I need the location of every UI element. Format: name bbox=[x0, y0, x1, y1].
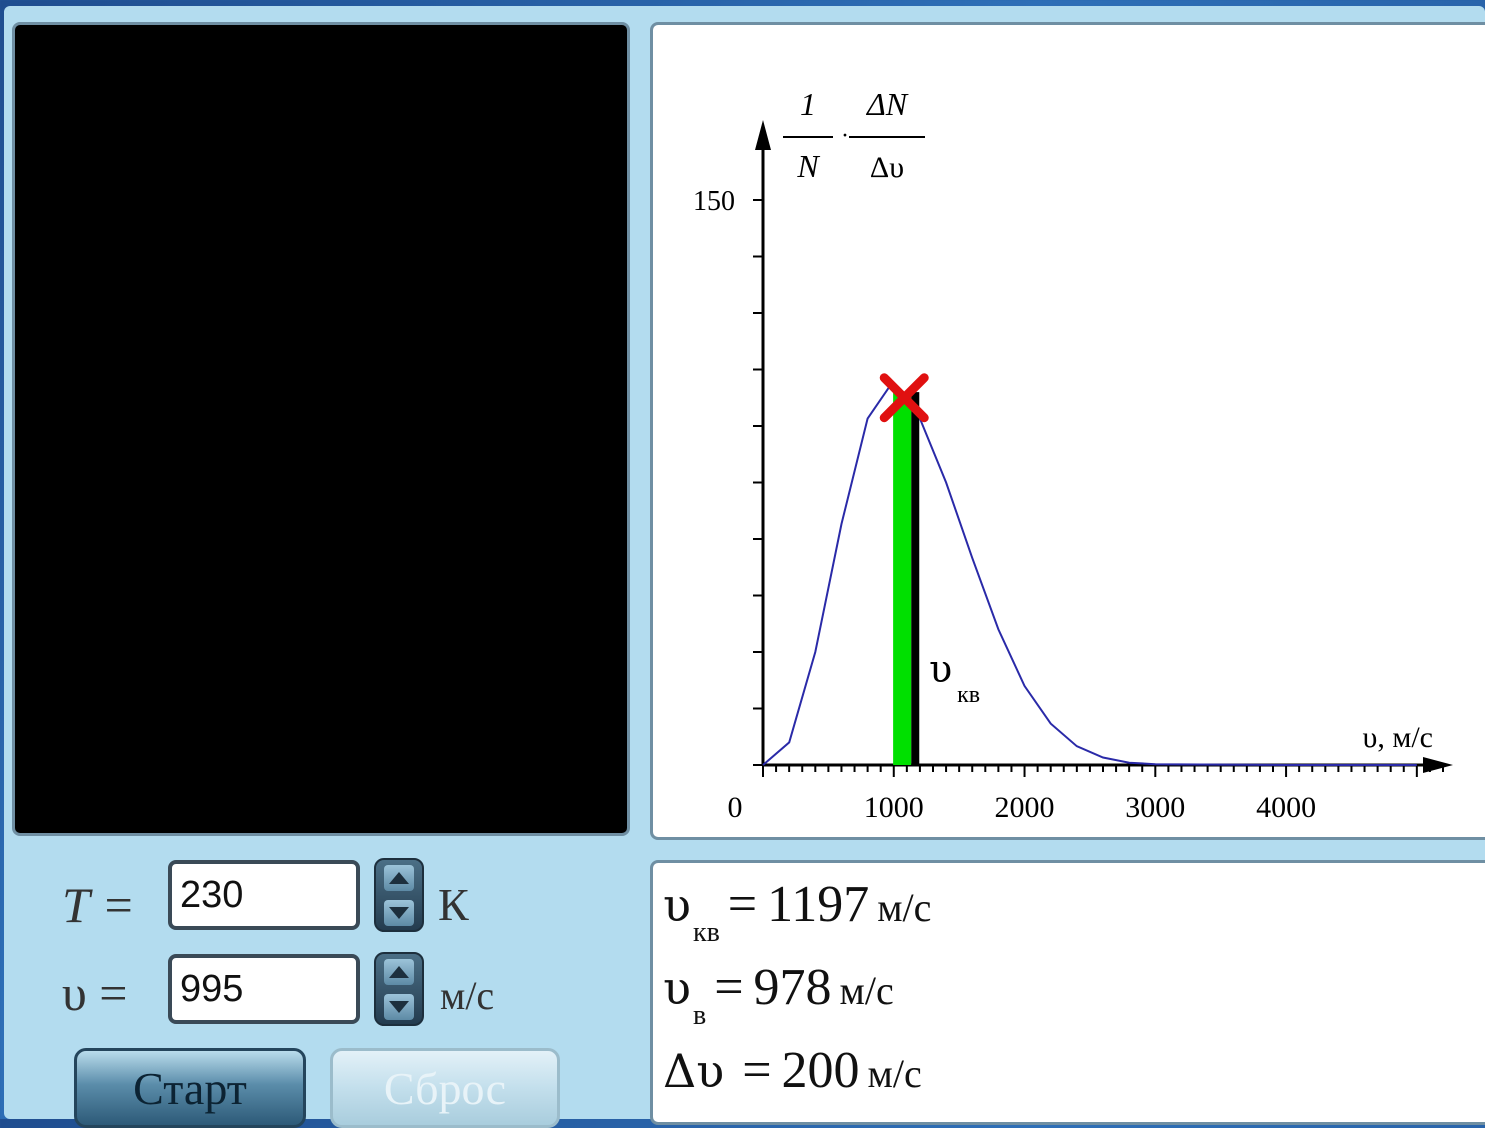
v-prob-equals: = bbox=[714, 959, 744, 1016]
result-delta-v: Δυ = 200 м/с bbox=[663, 1041, 922, 1111]
temperature-label: T = bbox=[62, 877, 136, 933]
ylabel-numerator-2: ΔN bbox=[865, 86, 909, 122]
marker-stroke-2 bbox=[879, 373, 929, 423]
temperature-down-button[interactable] bbox=[384, 900, 414, 926]
dv-unit: м/с bbox=[867, 1051, 922, 1096]
distribution-curve bbox=[762, 382, 1417, 766]
velocity-unit: м/с bbox=[440, 973, 495, 1018]
distribution-graph-panel: 0 1000 2000 3000 4000 150 υ кв υ, м/с 1 N · ΔN Δυ bbox=[650, 22, 1485, 840]
velocity-label: υ = bbox=[62, 965, 128, 1021]
v-prob-unit: м/с bbox=[839, 968, 894, 1013]
x-tick-label: 3000 bbox=[1125, 791, 1185, 824]
velocity-interval-bar-edge bbox=[911, 392, 920, 765]
arrow-down-icon bbox=[389, 907, 409, 919]
molecule-simulation-view bbox=[12, 22, 630, 836]
dv-value: 200 bbox=[781, 1042, 860, 1099]
velocity-interval-bar bbox=[893, 392, 912, 765]
curve-label-subscript: кв bbox=[957, 682, 980, 708]
ylabel-denominator-1: N bbox=[796, 148, 820, 184]
start-button[interactable]: Старт bbox=[74, 1048, 306, 1128]
v-rms-subscript: кв bbox=[692, 917, 720, 948]
maxwell-distribution-chart: 0 1000 2000 3000 4000 150 υкв υ, м/с 1 N · ΔN Δυ bbox=[693, 86, 1453, 824]
x-tick-label: 4000 bbox=[1256, 791, 1316, 824]
ylabel-numerator-1: 1 bbox=[800, 86, 816, 122]
results-panel: υ кв = 1197 м/с υ в = 978 м/с Δυ = 200 м/с bbox=[650, 860, 1485, 1125]
v-rms-unit: м/с bbox=[877, 885, 932, 930]
dv-equals: = bbox=[742, 1042, 772, 1099]
v-rms-equals: = bbox=[727, 876, 758, 933]
curve-label: υ bbox=[929, 647, 952, 691]
dv-symbol: Δυ bbox=[663, 1044, 725, 1098]
arrow-down-icon bbox=[389, 1001, 409, 1013]
x-axis-arrow bbox=[1423, 757, 1453, 773]
v-prob-symbol: υ bbox=[663, 961, 691, 1015]
velocity-up-button[interactable] bbox=[384, 959, 414, 985]
ylabel-dot: · bbox=[841, 123, 849, 149]
velocity-spinner bbox=[374, 952, 424, 1026]
ylabel-denominator-2: Δυ bbox=[870, 151, 904, 184]
x-tick-label: 1000 bbox=[864, 791, 924, 824]
temperature-up-button[interactable] bbox=[384, 865, 414, 891]
v-rms-symbol: υ bbox=[663, 878, 691, 932]
reset-button[interactable]: Сброс bbox=[330, 1048, 560, 1128]
x-tick-label: 0 bbox=[728, 791, 743, 824]
arrow-up-icon bbox=[389, 966, 409, 978]
y-axis-arrow bbox=[755, 120, 771, 150]
temperature-input[interactable]: 230 bbox=[168, 860, 360, 930]
result-v-probable: υ в = 978 м/с bbox=[663, 958, 894, 1031]
velocity-down-button[interactable] bbox=[384, 994, 414, 1020]
temperature-spinner bbox=[374, 858, 424, 932]
velocity-input[interactable]: 995 bbox=[168, 954, 360, 1024]
arrow-up-icon bbox=[389, 872, 409, 884]
v-rms-value: 1197 bbox=[767, 876, 870, 933]
x-tick-label: 2000 bbox=[995, 791, 1055, 824]
y-tick-label: 150 bbox=[693, 186, 735, 217]
temperature-unit: К bbox=[438, 879, 469, 930]
result-v-rms: υ кв = 1197 м/с bbox=[663, 875, 932, 948]
x-axis-label: υ, м/с bbox=[1363, 721, 1434, 754]
v-prob-subscript: в bbox=[692, 1000, 707, 1031]
v-prob-value: 978 bbox=[753, 959, 832, 1016]
